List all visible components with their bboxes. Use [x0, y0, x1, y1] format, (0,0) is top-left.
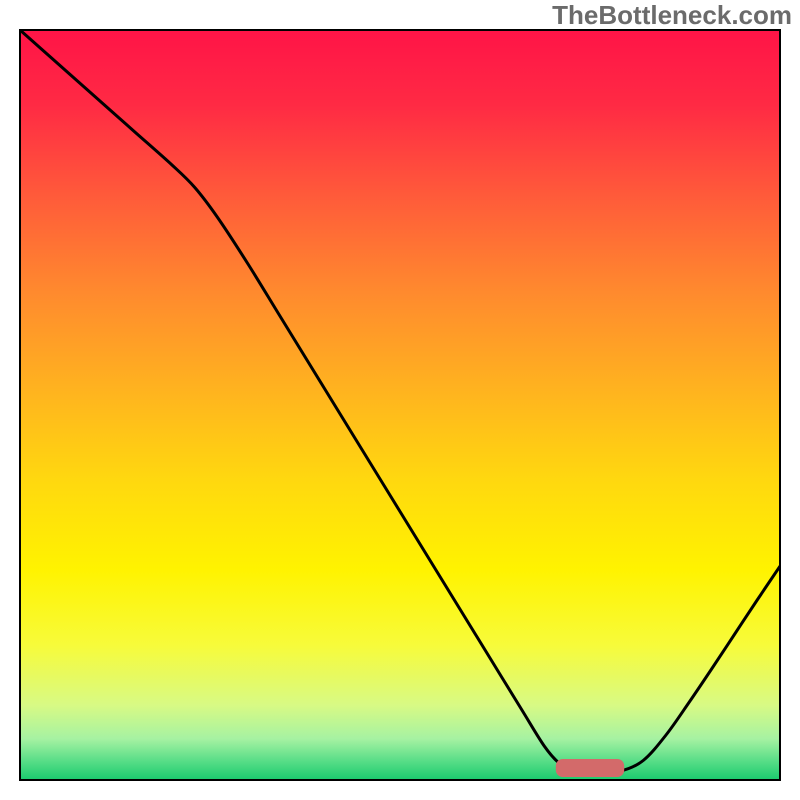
plot-area	[20, 30, 780, 780]
gradient-background	[20, 30, 780, 780]
watermark-text: TheBottleneck.com	[552, 0, 792, 31]
bottleneck-curve-chart	[0, 0, 800, 800]
optimal-marker	[556, 759, 624, 777]
chart-container: TheBottleneck.com	[0, 0, 800, 800]
